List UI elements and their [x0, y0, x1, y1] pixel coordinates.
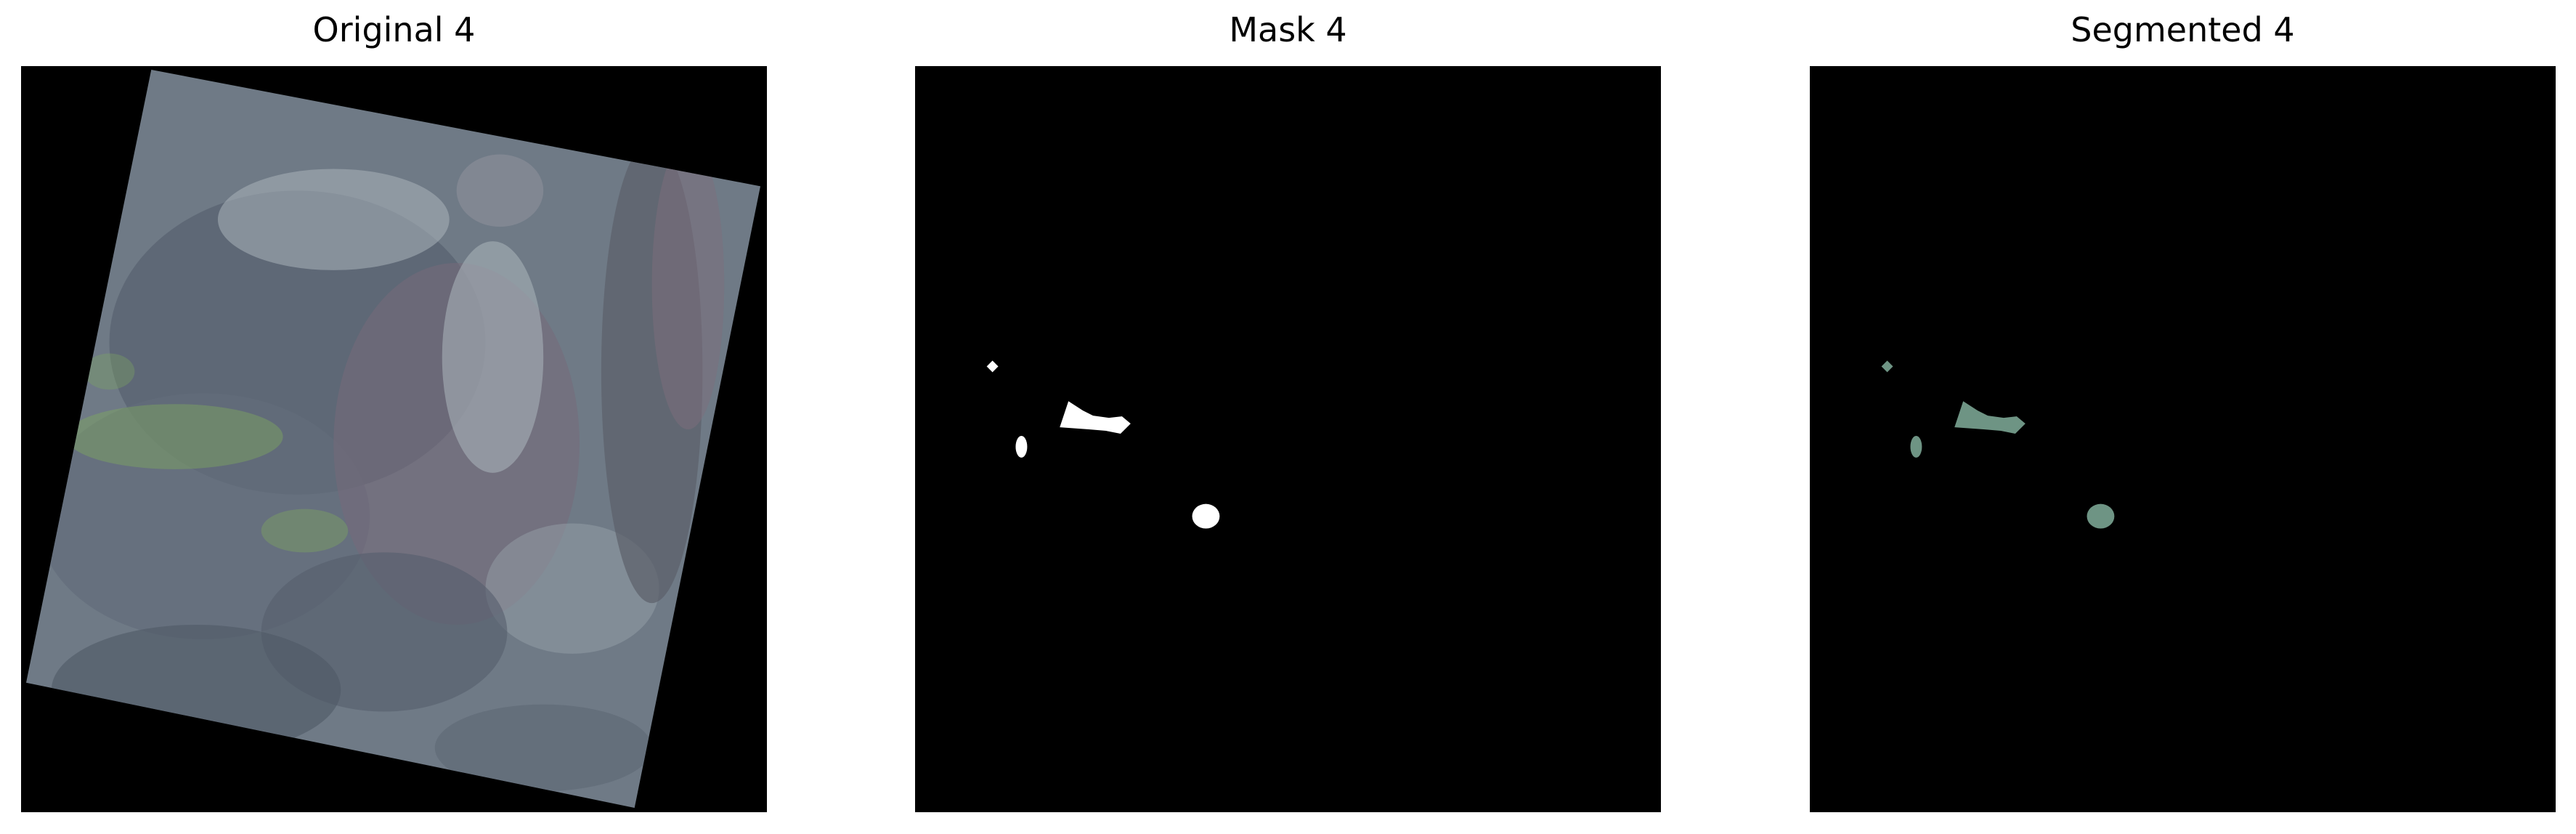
vegetation-patch: [66, 404, 283, 469]
panel-title-mask: Mask 4: [915, 10, 1661, 50]
mask-region-2: [1015, 436, 1027, 458]
satellite-scene-graphic: [23, 68, 765, 811]
segmented-regions-graphic: [1811, 68, 2554, 811]
segment-region-4: [2087, 504, 2115, 529]
original-image: [21, 66, 767, 812]
panel-title-segmented: Segmented 4: [1810, 10, 2556, 50]
segmented-image: [1810, 66, 2556, 812]
binary-mask-graphic: [917, 68, 1659, 811]
panel-title-original: Original 4: [21, 10, 767, 50]
mask-region-4: [1192, 504, 1220, 529]
segment-region-2: [1910, 436, 1922, 458]
mask-image: [915, 66, 1661, 812]
